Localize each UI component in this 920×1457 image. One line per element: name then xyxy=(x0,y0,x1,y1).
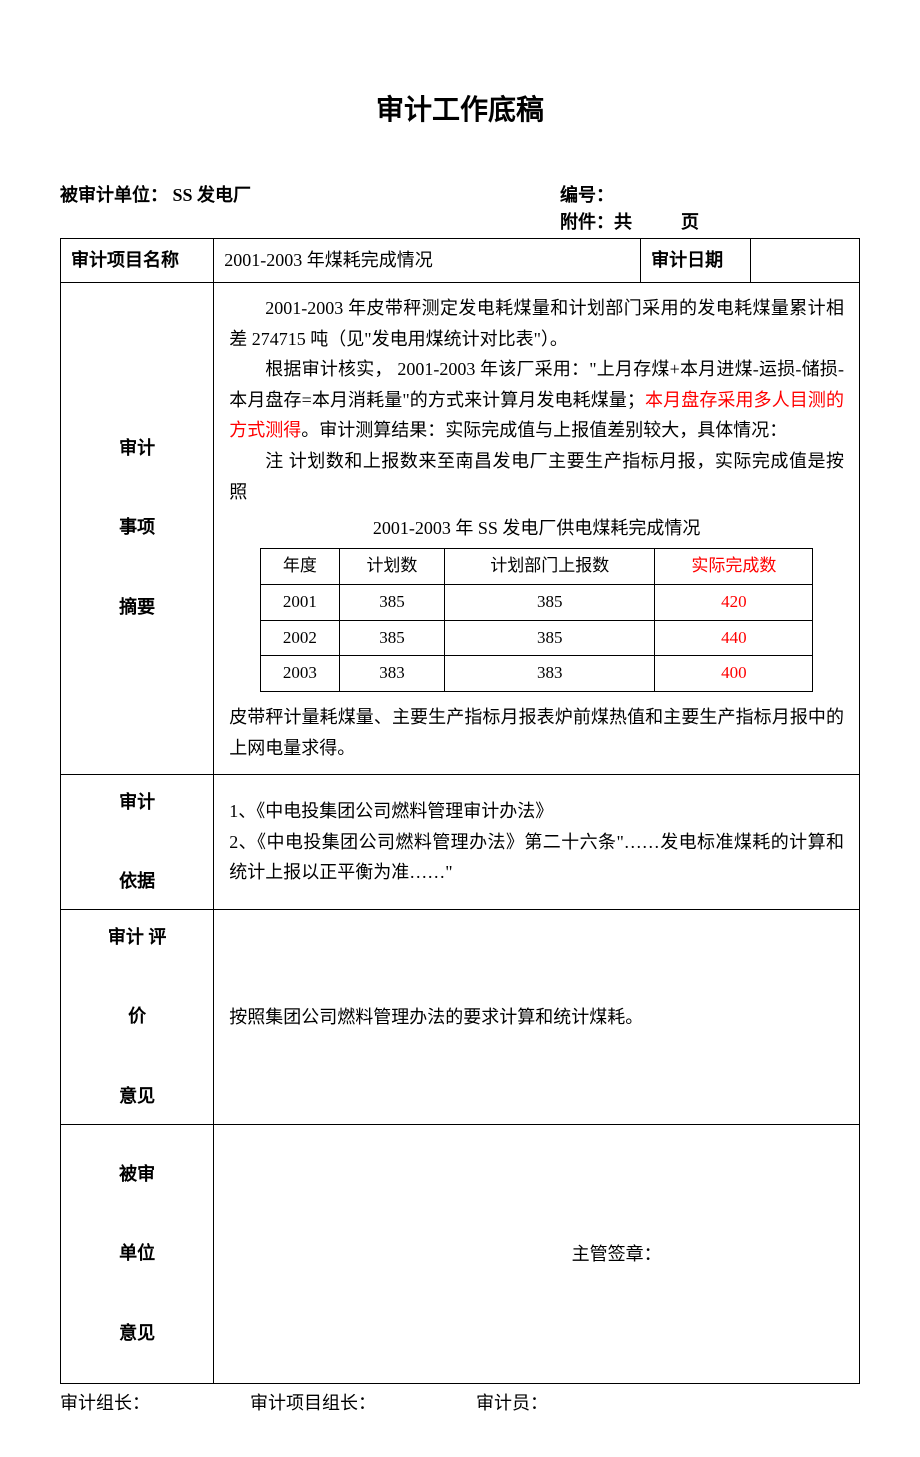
header-info: 被审计单位： SS 发电厂 编号： 附件：共 页 xyxy=(60,182,860,236)
table-row: 2002 385 385 440 xyxy=(260,620,812,656)
project-name-label: 审计项目名称 xyxy=(61,239,214,283)
summary-p4: 皮带秤计量耗煤量、主要生产指标月报表炉前煤热值和主要生产指标月报中的上网电量求得… xyxy=(229,702,844,763)
col-actual: 实际完成数 xyxy=(655,548,813,584)
basis-line1: 1、《中电投集团公司燃料管理审计办法》 xyxy=(229,796,844,827)
inner-table-title: 2001-2003 年 SS 发电厂供电煤耗完成情况 xyxy=(229,513,844,544)
main-table: 审计项目名称 2001-2003 年煤耗完成情况 审计日期 审计事项摘要 200… xyxy=(60,238,860,1384)
summary-p2: 根据审计核实， 2001-2003 年该厂采用："上月存煤+本月进煤-运损-储损… xyxy=(229,354,844,446)
summary-p1: 2001-2003 年皮带秤测定发电耗煤量和计划部门采用的发电耗煤量累计相差 2… xyxy=(229,293,844,354)
audited-opinion-content: 主管签章： xyxy=(214,1125,860,1384)
opinion-content: 按照集团公司燃料管理办法的要求计算和统计煤耗。 xyxy=(214,910,860,1125)
basis-line2: 2、《中电投集团公司燃料管理办法》第二十六条"……发电标准煤耗的计算和统计上报以… xyxy=(229,827,844,888)
audited-unit-label: 被审计单位： xyxy=(60,185,168,205)
number-label: 编号： xyxy=(560,182,860,209)
opinion-label: 审计 评价意见 xyxy=(61,910,214,1125)
summary-p2b: 。审计测算结果：实际完成值与上报值差别较大，具体情况： xyxy=(301,420,787,440)
col-report: 计划部门上报数 xyxy=(445,548,655,584)
audited-unit-value: SS 发电厂 xyxy=(173,185,252,205)
project-name-value: 2001-2003 年煤耗完成情况 xyxy=(214,239,641,283)
footer-leader: 审计组长： xyxy=(60,1390,150,1417)
footer-auditor: 审计员： xyxy=(476,1390,548,1417)
document-title: 审计工作底稿 xyxy=(60,90,860,132)
footer: 审计组长： 审计项目组长： 审计员： xyxy=(60,1390,860,1417)
attachment-suffix: 页 xyxy=(681,212,699,232)
opinion-text: 按照集团公司燃料管理办法的要求计算和统计煤耗。 xyxy=(229,1002,844,1033)
summary-p3: 注 计划数和上报数来至南昌发电厂主要生产指标月报，实际完成值是按照 xyxy=(229,446,844,507)
col-year: 年度 xyxy=(260,548,339,584)
sign-label: 主管签章： xyxy=(229,1239,844,1270)
attachment-label: 附件：共 xyxy=(560,212,632,232)
basis-content: 1、《中电投集团公司燃料管理审计办法》 2、《中电投集团公司燃料管理办法》第二十… xyxy=(214,774,860,910)
audited-unit: 被审计单位： SS 发电厂 xyxy=(60,182,251,236)
summary-label: 审计事项摘要 xyxy=(61,283,214,775)
table-row: 2003 383 383 400 xyxy=(260,656,812,692)
audited-opinion-label: 被审单位意见 xyxy=(61,1125,214,1384)
footer-project-leader: 审计项目组长： xyxy=(250,1390,376,1417)
audit-date-label: 审计日期 xyxy=(641,239,750,283)
summary-content: 2001-2003 年皮带秤测定发电耗煤量和计划部门采用的发电耗煤量累计相差 2… xyxy=(214,283,860,775)
col-plan: 计划数 xyxy=(339,548,444,584)
basis-label: 审计依据 xyxy=(61,774,214,910)
audit-date-value xyxy=(750,239,859,283)
table-row: 2001 385 385 420 xyxy=(260,584,812,620)
inner-table-header: 年度 计划数 计划部门上报数 实际完成数 xyxy=(260,548,812,584)
inner-table: 年度 计划数 计划部门上报数 实际完成数 2001 385 385 420 20… xyxy=(260,548,813,693)
